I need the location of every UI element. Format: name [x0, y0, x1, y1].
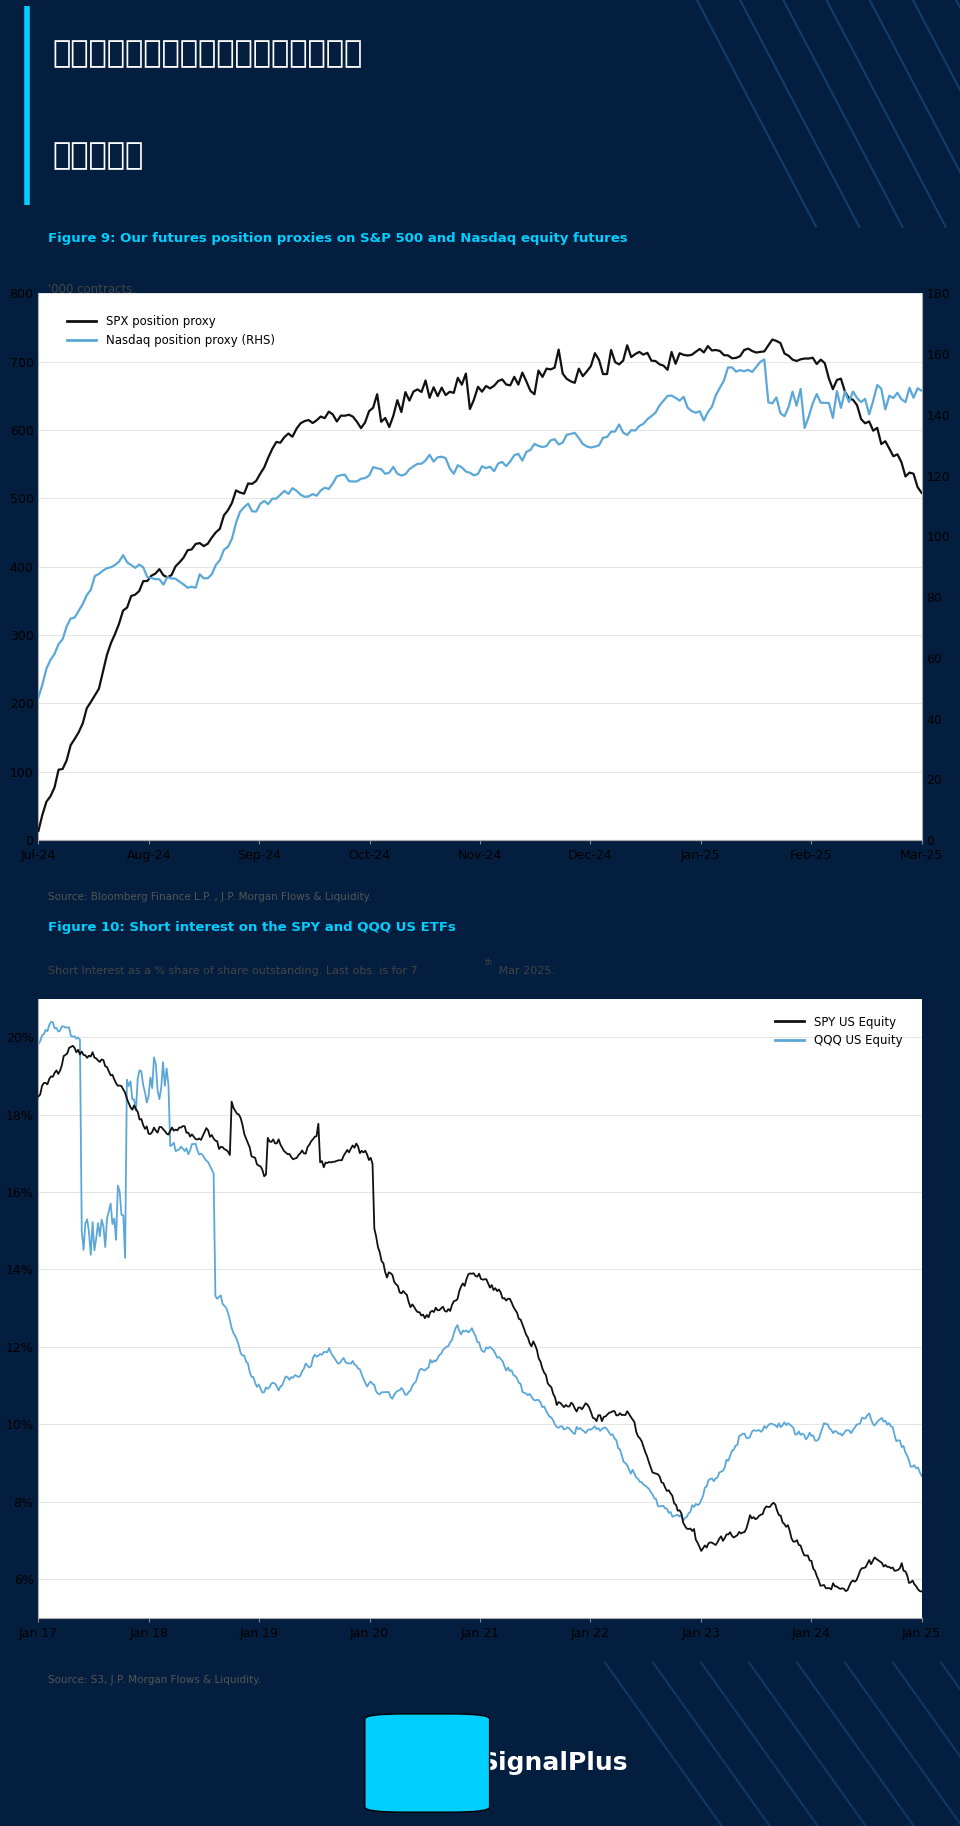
Text: Figure 9: Our futures position proxies on S&P 500 and Nasdaq equity futures: Figure 9: Our futures position proxies o…	[48, 232, 628, 245]
Text: Short Interest as a % share of share outstanding. Last obs. is for 7: Short Interest as a % share of share out…	[48, 966, 418, 977]
Text: Source: Bloomberg Finance L.P. , J.P. Morgan Flows & Liquidity.: Source: Bloomberg Finance L.P. , J.P. Mo…	[48, 891, 372, 902]
Text: th: th	[485, 957, 492, 966]
Text: 期货市场的多头仓位仍然健康，指数空: 期货市场的多头仓位仍然健康，指数空	[53, 40, 363, 68]
Text: '000 contracts.: '000 contracts.	[48, 283, 136, 296]
Text: 头仍在低点: 头仍在低点	[53, 141, 144, 170]
Text: Source: S3, J.P. Morgan Flows & Liquidity.: Source: S3, J.P. Morgan Flows & Liquidit…	[48, 1674, 261, 1685]
Text: Figure 10: Short interest on the SPY and QQQ US ETFs: Figure 10: Short interest on the SPY and…	[48, 922, 456, 935]
Text: Mar 2025.: Mar 2025.	[495, 966, 555, 977]
FancyBboxPatch shape	[365, 1715, 490, 1811]
Text: SignalPlus: SignalPlus	[480, 1751, 628, 1775]
